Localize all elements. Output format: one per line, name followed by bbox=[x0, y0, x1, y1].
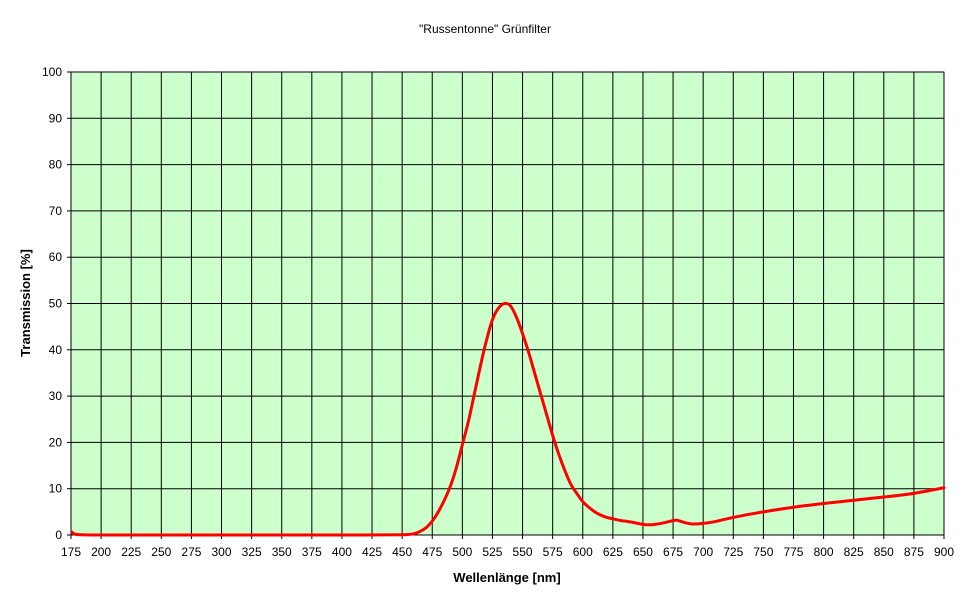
series-layer bbox=[70, 301, 946, 537]
x-tick-label: 350 bbox=[272, 545, 292, 559]
x-tick-label: 400 bbox=[332, 545, 352, 559]
x-tick-label: 675 bbox=[663, 545, 683, 559]
y-tick-label: 100 bbox=[42, 65, 62, 79]
y-axis-title: Transmission [%] bbox=[18, 249, 33, 357]
y-tick-labels: 0 10 20 30 40 50 60 70 80 90 100 bbox=[42, 65, 62, 542]
x-tick-label: 275 bbox=[181, 545, 201, 559]
y-tick-label: 20 bbox=[49, 435, 63, 449]
x-tick-label: 450 bbox=[392, 545, 412, 559]
y-tick-label: 80 bbox=[49, 158, 63, 172]
series-line bbox=[70, 301, 946, 537]
x-tick-label: 900 bbox=[934, 545, 954, 559]
y-tick-label: 10 bbox=[49, 482, 63, 496]
x-tick-label: 850 bbox=[874, 545, 894, 559]
x-tick-label: 175 bbox=[61, 545, 81, 559]
y-tick-label: 40 bbox=[49, 343, 63, 357]
x-tick-label: 575 bbox=[543, 545, 563, 559]
y-tick-label: 0 bbox=[55, 528, 62, 542]
x-tick-label: 825 bbox=[844, 545, 864, 559]
x-tick-label: 750 bbox=[753, 545, 773, 559]
x-tick-label: 700 bbox=[693, 545, 713, 559]
x-tick-label: 800 bbox=[814, 545, 834, 559]
x-tick-label: 875 bbox=[904, 545, 924, 559]
x-tick-label: 225 bbox=[121, 545, 141, 559]
chart-title: "Russentonne" Grünfilter bbox=[419, 22, 551, 36]
x-tick-label: 300 bbox=[212, 545, 232, 559]
x-tick-label: 525 bbox=[482, 545, 502, 559]
x-tick-label: 425 bbox=[362, 545, 382, 559]
x-tick-label: 550 bbox=[513, 545, 533, 559]
x-tick-label: 200 bbox=[91, 545, 111, 559]
x-axis-title: Wellenlänge [nm] bbox=[453, 570, 560, 585]
x-tick-label: 500 bbox=[452, 545, 472, 559]
y-tick-label: 60 bbox=[49, 250, 63, 264]
y-tick-label: 70 bbox=[49, 204, 63, 218]
x-tick-label: 725 bbox=[723, 545, 743, 559]
y-tick-label: 30 bbox=[49, 389, 63, 403]
x-tick-label: 375 bbox=[302, 545, 322, 559]
grid-lines bbox=[67, 71, 945, 539]
x-tick-label: 625 bbox=[603, 545, 623, 559]
x-tick-label: 250 bbox=[151, 545, 171, 559]
y-tick-label: 50 bbox=[49, 297, 63, 311]
x-tick-label: 600 bbox=[573, 545, 593, 559]
y-tick-label: 90 bbox=[49, 111, 63, 125]
x-tick-label: 475 bbox=[422, 545, 442, 559]
x-tick-label: 650 bbox=[633, 545, 653, 559]
x-tick-label: 325 bbox=[242, 545, 262, 559]
x-tick-label: 775 bbox=[783, 545, 803, 559]
x-tick-labels: 175 200 225 250 275 300 325 350 375 400 425 450 475 5… bbox=[61, 545, 954, 559]
